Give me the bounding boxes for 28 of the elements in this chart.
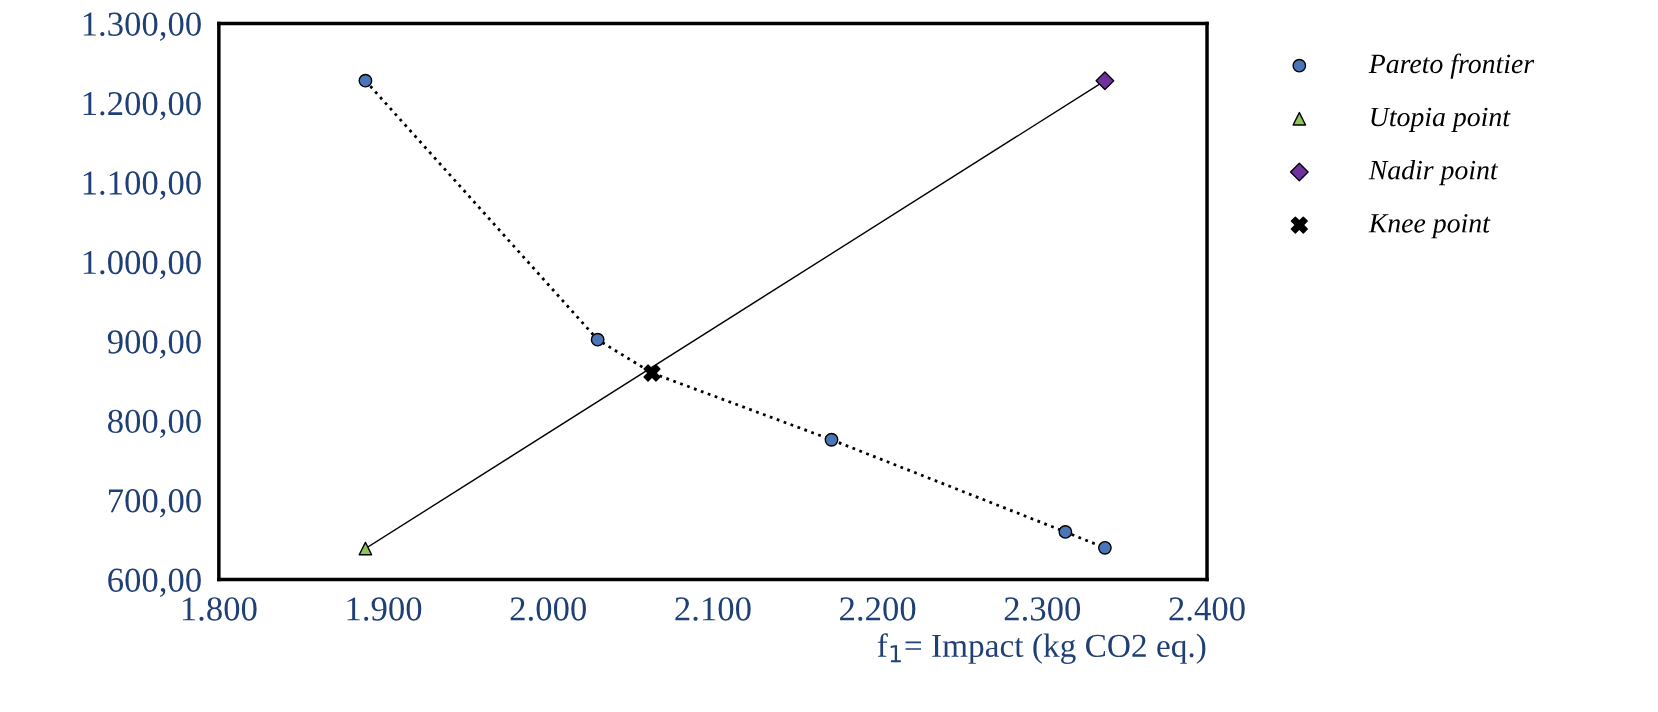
y-tick-label: 600,00: [108, 568, 201, 597]
point: [824, 432, 839, 447]
legend-label: Pareto frontier: [1368, 53, 1535, 79]
y-tick-label: 1.000,00: [83, 250, 201, 280]
y-tick-label: 1.300,00: [83, 12, 201, 41]
x-tick-label: 1.900: [347, 597, 422, 621]
x-tick-label: 2.000: [510, 597, 586, 621]
x-tick-label: 1.800: [182, 597, 257, 621]
y-tick-label: 700,00: [108, 489, 201, 518]
legend-label: Utopia point: [1371, 107, 1511, 132]
x-tick-label: 2.300: [1004, 597, 1081, 621]
y-tick-label: 900,00: [107, 330, 201, 359]
y-tick-label: 1.200,00: [83, 91, 201, 121]
legend-label: Knee point: [1368, 213, 1491, 239]
y-tick-label: 1.100,00: [83, 171, 201, 200]
x-tick-label: 2.200: [840, 597, 916, 621]
point: [590, 332, 605, 347]
point: [358, 73, 373, 88]
x-tick-label: 2.100: [675, 597, 751, 621]
x-axis-title: f$_{1}$= Impact (kg CO2 eq.): [877, 633, 1206, 664]
point: [1095, 71, 1115, 91]
legend-label: Nadir point: [1368, 159, 1499, 186]
point: [358, 541, 373, 556]
point: [1098, 540, 1112, 555]
point: [643, 364, 661, 382]
point: [1058, 524, 1073, 539]
x-tick-label: 2.400: [1169, 597, 1245, 621]
y-tick-label: 800,00: [108, 409, 201, 439]
